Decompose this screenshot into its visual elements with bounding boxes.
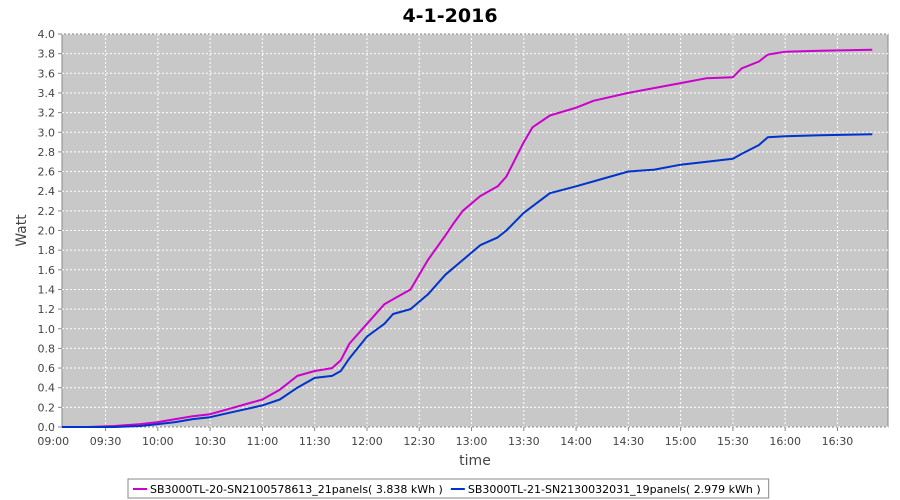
x-tick-label: 13:30 — [508, 435, 540, 448]
x-tick-label: 14:30 — [612, 435, 644, 448]
x-tick-label: 10:00 — [142, 435, 174, 448]
x-axis-label: time — [459, 453, 491, 469]
x-tick-label: 12:00 — [351, 435, 383, 448]
x-tick-label: 09:00 — [37, 435, 69, 448]
x-tick-label: 13:00 — [456, 435, 488, 448]
y-tick-label: 1.0 — [38, 323, 56, 336]
y-tick-label: 2.6 — [38, 166, 56, 179]
series-lines — [62, 48, 873, 428]
y-tick-label: 0.0 — [38, 421, 56, 434]
x-tick-label: 15:30 — [717, 435, 749, 448]
y-tick-label: 1.6 — [38, 264, 56, 277]
x-tick-label: 11:30 — [299, 435, 331, 448]
y-tick-label: 2.8 — [38, 146, 56, 159]
x-tick-label: 14:00 — [560, 435, 592, 448]
chart-title: 4-1-2016 — [402, 5, 497, 27]
legend-label-1: SB3000TL-20-SN2100578613_21panels( 3.838… — [150, 483, 443, 496]
y-tick-label: 0.8 — [38, 342, 56, 355]
series-line-1 — [62, 48, 873, 428]
y-tick-label: 4.0 — [38, 28, 56, 41]
x-tick-label: 09:30 — [90, 435, 122, 448]
y-tick-label: 3.8 — [38, 48, 56, 61]
x-tick-label: 16:00 — [769, 435, 801, 448]
legend-box — [127, 478, 770, 499]
x-tick-label: 16:30 — [822, 435, 854, 448]
y-tick-label: 2.2 — [38, 205, 56, 218]
axes: 0.0 0.2 0.4 0.6 0.8 1.0 1.2 1.4 1.6 1.8 2.0 2.2 2.4 2… — [37, 28, 853, 448]
x-tick-label: 10:30 — [194, 435, 226, 448]
y-tick-label: 1.2 — [38, 303, 56, 316]
x-tick-label: 15:00 — [665, 435, 697, 448]
y-tick-label: 0.4 — [38, 382, 56, 395]
x-tick-label: 12:30 — [403, 435, 435, 448]
y-tick-label: 1.8 — [38, 244, 56, 257]
y-tick-label: 2.4 — [38, 185, 56, 198]
y-tick-label: 3.6 — [38, 67, 56, 80]
grid-lines — [52, 33, 888, 428]
y-tick-label: 1.4 — [38, 283, 56, 296]
y-tick-label: 3.2 — [38, 107, 56, 120]
y-axis-label: Watt — [14, 214, 30, 247]
x-tick-label: 11:00 — [247, 435, 279, 448]
y-tick-label: 0.6 — [38, 362, 56, 375]
y-tick-label: 2.0 — [38, 225, 56, 238]
legend-label-2: SB3000TL-21-SN2130032031_19panels( 2.979… — [468, 483, 761, 496]
y-tick-label: 3.0 — [38, 126, 56, 139]
legend: SB3000TL-20-SN2100578613_21panels( 3.838… — [127, 478, 770, 499]
y-tick-label: 3.4 — [38, 87, 56, 100]
series-line-2 — [62, 133, 873, 428]
y-tick-label: 0.2 — [38, 401, 56, 414]
